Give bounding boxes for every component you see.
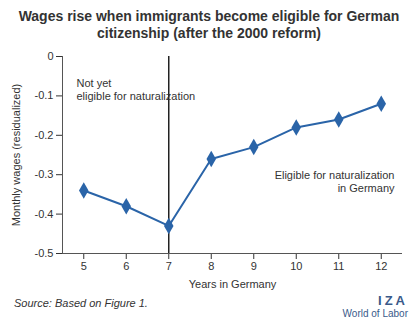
svg-text:Monthly wages (residualized): Monthly wages (residualized): [10, 84, 22, 226]
svg-text:12: 12: [375, 260, 387, 272]
svg-text:Years in Germany: Years in Germany: [189, 278, 277, 290]
svg-text:5: 5: [81, 260, 87, 272]
svg-text:-0.1: -0.1: [35, 89, 54, 101]
svg-text:-0.2: -0.2: [35, 129, 54, 141]
svg-text:7: 7: [166, 260, 172, 272]
svg-text:-0.4: -0.4: [35, 208, 54, 220]
svg-text:Eligible for naturalizationin: Eligible for naturalizationin Germany: [275, 169, 395, 194]
svg-text:9: 9: [251, 260, 257, 272]
svg-text:Not yeteligible for naturaliza: Not yeteligible for naturalization: [77, 77, 196, 102]
html-text:IZA: IZA: [378, 293, 408, 308]
html-text:Source: Based on Figure 1.: Source: Based on Figure 1.: [14, 297, 148, 309]
svg-text:0: 0: [47, 50, 53, 62]
svg-text:11: 11: [333, 260, 344, 272]
svg-text:6: 6: [123, 260, 129, 272]
svg-text:8: 8: [208, 260, 214, 272]
svg-text:-0.5: -0.5: [35, 247, 54, 259]
svg-text:10: 10: [290, 260, 302, 272]
svg-text:-0.3: -0.3: [35, 168, 54, 180]
html-text:World of Labor: World of Labor: [342, 308, 408, 319]
html-text:Wages rise when immigrants bec: Wages rise when immigrants become eligib…: [18, 8, 400, 41]
